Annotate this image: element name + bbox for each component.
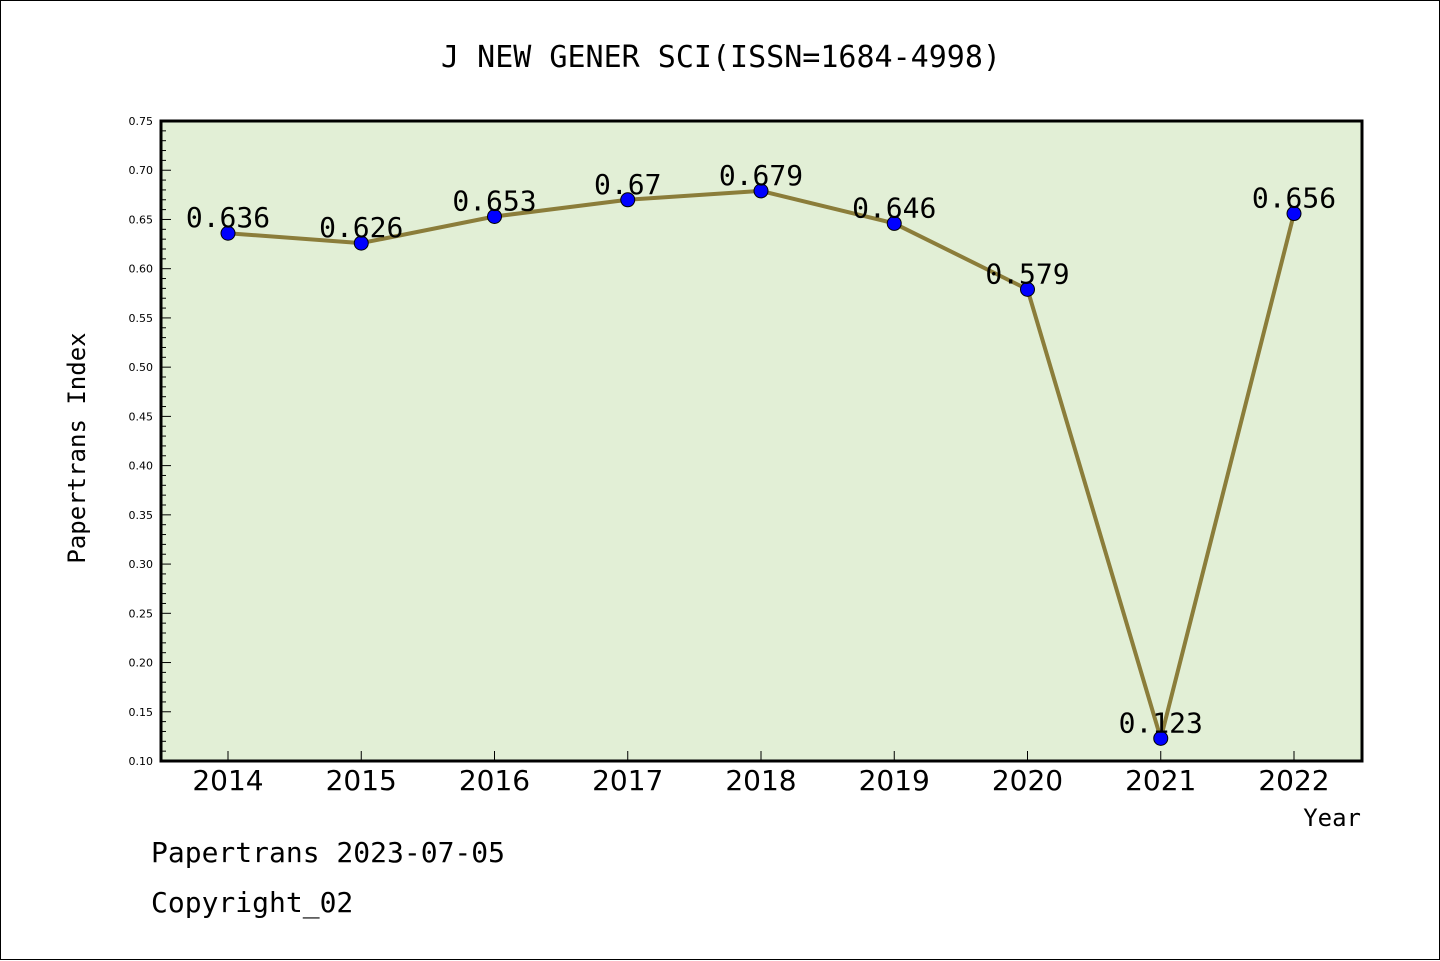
data-point [1020,281,1035,297]
x-tick-label: 2022 [1258,764,1329,797]
data-label: 0.646 [852,191,936,224]
y-tick-label: 0.50 [129,361,154,374]
y-tick-label: 0.15 [129,706,154,719]
x-tick-label: 2014 [192,764,263,797]
data-labels: 0.636 0.626 0.653 0.67 0.679 0.646 0.579 0.123 0… [186,159,1336,739]
data-point [886,215,902,231]
y-tick-label: 0.65 [129,213,154,226]
footer-copyright: Copyright_02 [151,886,354,919]
y-tick-label: 0.35 [129,509,154,522]
data-label: 0.123 [1119,706,1203,739]
data-point [487,209,502,225]
y-tick-label: 0.70 [129,164,154,177]
data-label: 0.679 [719,159,803,192]
x-tick-label: 2021 [1125,764,1196,797]
data-label: 0.636 [186,201,270,234]
y-tick-label: 0.20 [129,657,154,670]
data-points [220,183,1302,746]
x-tick-label: 2020 [992,764,1063,797]
x-axis: 2014 2015 2016 2017 2018 2019 2020 2021 2022 [192,751,1330,797]
plot-border [159,119,1364,763]
x-tick-label: 2018 [725,764,796,797]
x-axis-label: Year [1303,804,1361,832]
footer-date: Papertrans 2023-07-05 [151,836,506,869]
x-tick-label: 2019 [859,764,930,797]
y-tick-label: 0.10 [129,755,154,768]
y-tick-label: 0.30 [129,558,154,571]
chart-title: J NEW GENER SCI(ISSN=1684-4998) [441,40,1001,75]
data-point [1286,206,1302,222]
y-tick-label: 0.55 [129,312,154,325]
y-axis-label: Papertrans Index [63,332,91,563]
data-point [220,225,236,241]
data-point [753,183,769,199]
x-tick-label: 2017 [592,764,663,797]
data-label: 0.653 [452,185,536,218]
x-tick-label: 2016 [459,764,530,797]
data-label: 0.626 [319,211,403,244]
data-label: 0.67 [594,168,661,201]
y-tick-label: 0.75 [129,115,154,128]
data-label: 0.579 [985,257,1069,290]
y-tick-label: 0.25 [129,607,154,620]
y-tick-label: 0.60 [129,263,154,276]
data-point [620,192,636,208]
y-tick-label: 0.40 [129,460,154,473]
data-point [1153,730,1169,746]
x-tick-label: 2015 [326,764,397,797]
y-axis: 0.10 0.15 0.20 0.25 0.30 0.35 0.40 0.45 0.50 0.55… [129,115,171,768]
data-point [353,235,369,251]
plot-area [161,121,1362,761]
y-tick-label: 0.45 [129,410,154,423]
data-label: 0.656 [1252,182,1336,215]
